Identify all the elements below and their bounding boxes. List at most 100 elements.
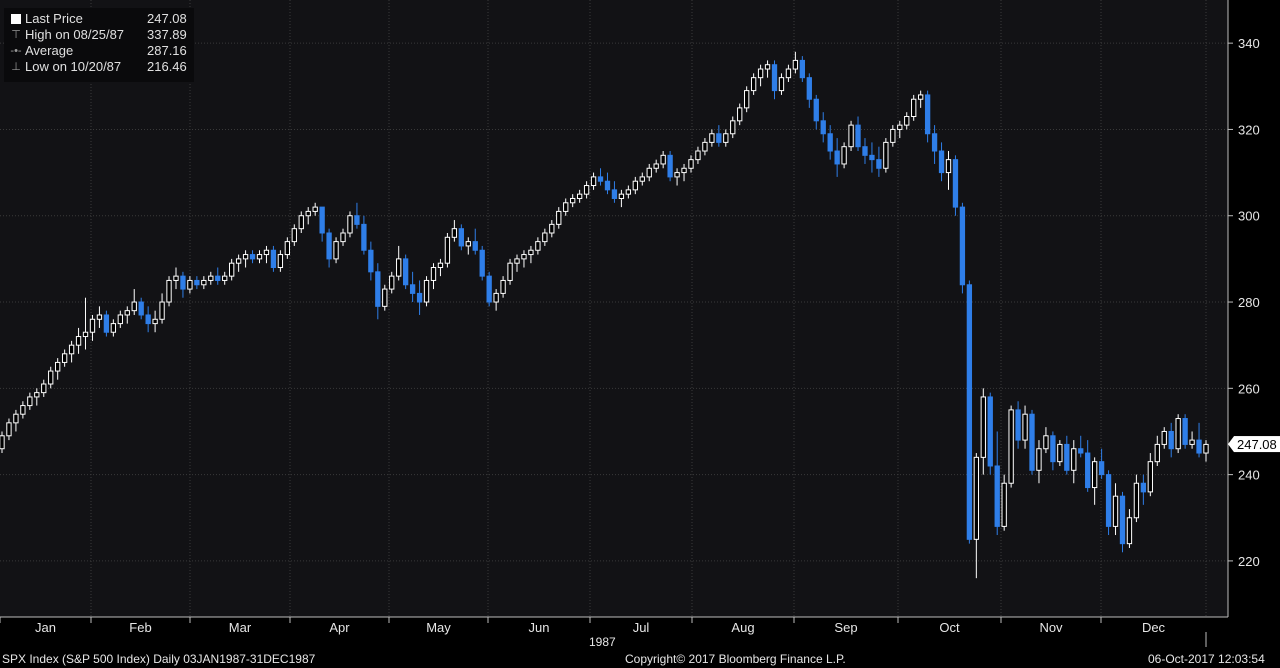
- candle-body: [570, 197, 576, 204]
- candle-body: [1091, 461, 1098, 489]
- last-price-tag: [1234, 436, 1280, 453]
- candle-body: [1168, 430, 1174, 450]
- candle-body: [368, 249, 374, 273]
- candle-body: [730, 120, 736, 135]
- candle-body: [451, 228, 458, 238]
- candle-body: [437, 262, 444, 269]
- candle-body: [1112, 495, 1119, 527]
- candle-body: [744, 90, 750, 109]
- candle-body: [284, 241, 290, 256]
- candle-body: [911, 98, 917, 117]
- candle-body: [13, 413, 19, 424]
- candle-body: [688, 159, 694, 169]
- candle-body: [48, 370, 54, 385]
- candle-body: [1001, 482, 1007, 527]
- y-tick-label: 340: [1238, 36, 1260, 51]
- candle-body: [827, 133, 833, 152]
- copyright-notice: Copyright© 2017 Bloomberg Finance L.P.: [625, 652, 846, 666]
- candle-body: [1105, 474, 1112, 527]
- candle-body: [402, 258, 409, 286]
- candle-body: [737, 107, 743, 122]
- candle-body: [820, 120, 826, 135]
- timestamp: 06-Oct-2017 12:03:54: [1148, 652, 1265, 666]
- candle-body: [1133, 482, 1140, 519]
- y-tick-label: 300: [1238, 209, 1260, 224]
- y-tick-label: 220: [1238, 554, 1260, 569]
- candle-body: [201, 279, 207, 286]
- candle-body: [159, 301, 165, 320]
- candle-body: [20, 405, 26, 415]
- candle-body: [472, 241, 478, 251]
- candle-body: [938, 150, 945, 174]
- candle-body: [312, 206, 318, 212]
- candle-body: [514, 258, 520, 264]
- candle-body: [542, 232, 548, 243]
- x-tick-label: Jan: [35, 620, 56, 635]
- candle-body: [834, 150, 840, 165]
- candle-body: [674, 172, 680, 178]
- candle-body: [973, 456, 979, 540]
- candle-body: [597, 176, 604, 182]
- candle-body: [806, 77, 812, 100]
- candle-body: [521, 254, 527, 260]
- candle-body: [723, 133, 729, 143]
- square-icon: [10, 11, 22, 29]
- candle-body: [695, 150, 701, 161]
- x-tick-label: Dec: [1142, 620, 1166, 635]
- candle-body: [500, 279, 506, 294]
- candle-body: [486, 275, 492, 303]
- candle-body: [124, 310, 130, 316]
- candle-body: [924, 94, 931, 135]
- candle-body: [340, 232, 346, 243]
- candle-body: [1203, 443, 1209, 454]
- candle-body: [869, 154, 875, 161]
- candle-body: [931, 133, 938, 152]
- candle-body: [646, 167, 652, 178]
- candle-body: [1078, 448, 1084, 454]
- candle-body: [305, 210, 311, 217]
- candle-body: [117, 314, 123, 325]
- candle-body: [396, 258, 402, 277]
- candle-body: [1043, 435, 1049, 450]
- candle-body: [813, 98, 819, 122]
- candle-body: [1022, 413, 1028, 441]
- candle-body: [1182, 418, 1188, 445]
- candle-body: [229, 262, 235, 277]
- candle-body: [256, 254, 263, 260]
- candle-body: [618, 193, 625, 199]
- candle-body: [1036, 448, 1042, 471]
- legend-label: High on 08/25/87: [25, 27, 125, 42]
- candle-body: [319, 206, 325, 234]
- legend-value: 216.46: [147, 59, 187, 74]
- candle-body: [876, 159, 882, 169]
- plot-area: [0, 0, 1228, 617]
- candle-body: [416, 292, 423, 303]
- candle-body: [771, 64, 778, 92]
- candle-body: [639, 176, 645, 182]
- candle-body: [1154, 443, 1160, 463]
- candle-body: [180, 275, 186, 290]
- candle-body: [994, 465, 1000, 527]
- legend-label: Last Price: [25, 11, 83, 26]
- year-label: 1987: [589, 635, 616, 649]
- candle-body: [242, 254, 249, 260]
- candle-body: [41, 383, 47, 394]
- candle-body: [110, 323, 117, 333]
- candle-body: [82, 331, 89, 338]
- x-tick-label: Oct: [939, 620, 960, 635]
- candle-body: [883, 141, 889, 169]
- candle-body: [333, 241, 339, 260]
- candle-body: [590, 176, 597, 187]
- candle-body: [535, 241, 541, 251]
- candle-body: [757, 68, 764, 79]
- high-marker-icon: ⊤: [11, 29, 21, 41]
- legend-label: Low on 10/20/87: [25, 59, 122, 74]
- candle-body: [479, 249, 485, 277]
- candle-body: [1126, 517, 1133, 545]
- y-tick-label: 240: [1238, 468, 1260, 483]
- candle-body: [1189, 439, 1195, 445]
- candle-body: [653, 163, 659, 169]
- candle-body: [152, 318, 158, 325]
- candle-body: [430, 267, 437, 281]
- candle-body: [291, 228, 297, 243]
